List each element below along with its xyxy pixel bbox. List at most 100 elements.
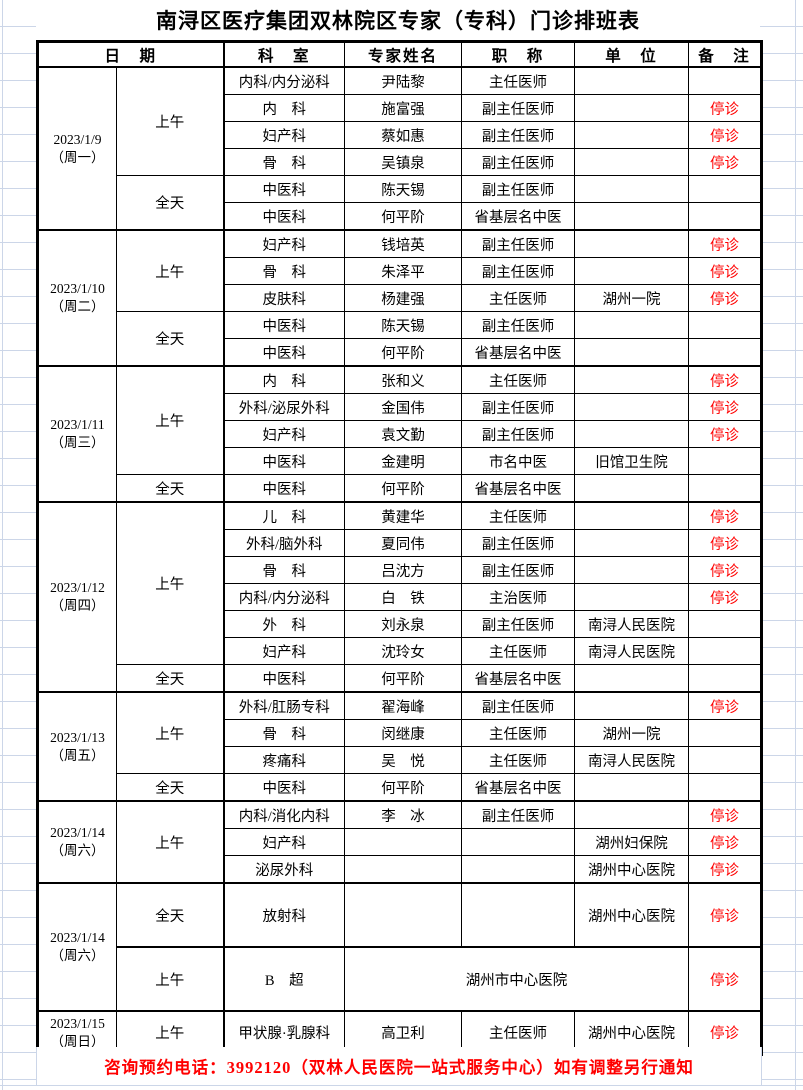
name-cell (344, 882, 463, 948)
title-cell: 省基层名中医 (461, 338, 576, 367)
name-cell: 吴镇泉 (344, 148, 463, 176)
time-cell: 上午 (115, 229, 225, 312)
name-cell: 闵继康 (344, 719, 463, 747)
title-cell: 主任医师 (461, 719, 576, 747)
department-cell: 中医科 (222, 202, 346, 231)
department-cell: 中医科 (222, 311, 346, 339)
date-cell: 2023/1/10 （周二） (37, 229, 117, 367)
title-cell: 省基层名中医 (461, 664, 576, 693)
title-cell: 副主任医师 (461, 148, 576, 176)
schedule-row: 2023/1/13 （周五） 上午 外科/肛肠专科 翟海峰 副主任医师 停诊 (37, 691, 763, 802)
weekday-text: （周四） (50, 598, 105, 613)
schedule-row: 内科/内分泌科白 铁主治医师 停诊 (38, 583, 763, 611)
unit-cell (574, 529, 690, 557)
title-cell (461, 855, 576, 884)
name-cell: 刘永泉 (344, 610, 463, 638)
schedule-table: 日 期 科 室 专家姓名 职 称 单 位 备 注 2023/1/9 （周一） 上午内… (36, 40, 764, 1056)
column-header-note: 备 注 (688, 41, 763, 68)
column-header-unit: 单 位 (574, 41, 690, 68)
sheet-margin-right (760, 0, 803, 1090)
schedule-row: 骨 科朱泽平 副主任医师 停诊 (38, 257, 763, 285)
name-cell: 何平阶 (344, 338, 463, 367)
name-cell: 金国伟 (344, 393, 463, 421)
title-cell: 副主任医师 (461, 556, 576, 584)
schedule-row: 2023/1/9 （周一） 上午 内科/内分泌科 尹陆黎 主任医师 (37, 66, 763, 231)
schedule-row: 骨 科吕沈方 副主任医师 停诊 (38, 556, 763, 584)
date-text: 2023/1/10 (50, 281, 105, 297)
department-cell: 中医科 (222, 664, 346, 693)
time-cell: 上午 (115, 946, 225, 1012)
schedule-row: 全天 中医科 何平阶 省基层名中医 (38, 474, 763, 503)
department-cell: 中医科 (222, 338, 346, 367)
time-cell: 全天 (115, 882, 225, 948)
department-cell: 中医科 (222, 175, 346, 203)
note-cell (688, 746, 763, 774)
schedule-row: 2023/1/12 （周四） 上午儿 科黄建华 主任医师 停诊 (37, 501, 763, 693)
department-cell: 外 科 (222, 610, 346, 638)
note-cell (688, 664, 763, 693)
department-cell: 妇产科 (222, 420, 346, 448)
note-cell: 停诊 (688, 365, 763, 394)
unit-cell (574, 311, 690, 339)
unit-cell: 旧馆卫生院 (574, 447, 690, 475)
title-cell: 主治医师 (461, 583, 576, 611)
title-cell: 副主任医师 (461, 311, 576, 339)
title-cell: 主任医师 (461, 746, 576, 774)
title-cell: 副主任医师 (461, 610, 576, 638)
title-cell: 副主任医师 (461, 529, 576, 557)
name-cell: 张和义 (344, 365, 463, 394)
note-cell (688, 773, 763, 802)
schedule-row: 2023/1/14 （周六） 全天 放射科 湖州中心医院 停诊 (37, 882, 763, 1012)
department-cell: 妇产科 (222, 828, 346, 856)
note-cell (688, 338, 763, 367)
title-cell: 副主任医师 (461, 420, 576, 448)
note-cell: 停诊 (688, 393, 763, 421)
department-cell: 内科/内分泌科 (222, 66, 346, 95)
department-cell: 疼痛科 (222, 746, 346, 774)
note-cell: 停诊 (688, 691, 763, 720)
schedule-row: 中医科 何平阶 省基层名中医 (38, 202, 763, 231)
title-cell: 副主任医师 (461, 257, 576, 285)
unit-cell (574, 338, 690, 367)
schedule-row: 2023/1/10 （周二） 上午 妇产科 钱培英 副主任医师 停诊 (37, 229, 763, 367)
title-cell: 主任医师 (461, 365, 576, 394)
weekday-text: （周一） (50, 149, 105, 165)
name-cell: 黄建华 (344, 501, 463, 530)
header-row: 日 期 科 室 专家姓名 职 称 单 位 备 注 (36, 41, 763, 68)
title-cell: 主任医师 (461, 501, 576, 530)
note-cell (688, 66, 763, 95)
date-text: 2023/1/14 (50, 825, 105, 841)
title-cell: 主任医师 (461, 284, 576, 312)
title-cell: 副主任医师 (461, 691, 576, 720)
time-cell: 上午 (115, 66, 225, 176)
unit-cell (574, 121, 690, 149)
department-cell: 放射科 (222, 882, 346, 948)
unit-cell (574, 691, 690, 720)
unit-cell: 湖州一院 (574, 719, 690, 747)
unit-cell: 南浔人民医院 (574, 637, 690, 665)
name-cell: 李 冰 (344, 800, 463, 829)
note-cell: 停诊 (688, 529, 763, 557)
title-cell: 省基层名中医 (461, 202, 576, 231)
title-cell (461, 882, 576, 948)
schedule-row: 妇产科 蔡如惠 副主任医师 停诊 (38, 121, 763, 149)
department-cell: 骨 科 (222, 556, 346, 584)
note-cell: 停诊 (688, 828, 763, 856)
title-cell: 副主任医师 (461, 94, 576, 122)
weekday-text: （周五） (50, 747, 105, 763)
name-cell: 施富强 (344, 94, 463, 122)
column-header-department: 科 室 (222, 41, 346, 68)
schedule-row: 内 科施富强 副主任医师 停诊 (38, 94, 763, 122)
department-cell: 内科/消化内科 (222, 800, 346, 829)
date-cell: 2023/1/11 （周三） (37, 365, 117, 503)
note-cell: 停诊 (688, 121, 763, 149)
department-cell: 内科/内分泌科 (222, 583, 346, 611)
unit-cell (574, 257, 690, 285)
department-cell: 骨 科 (222, 257, 346, 285)
time-cell: 全天 (115, 474, 225, 503)
title-cell: 副主任医师 (461, 393, 576, 421)
name-cell: 袁文勤 (344, 420, 463, 448)
title-cell: 副主任医师 (461, 175, 576, 203)
department-cell: 妇产科 (222, 229, 346, 258)
note-cell (688, 175, 763, 203)
